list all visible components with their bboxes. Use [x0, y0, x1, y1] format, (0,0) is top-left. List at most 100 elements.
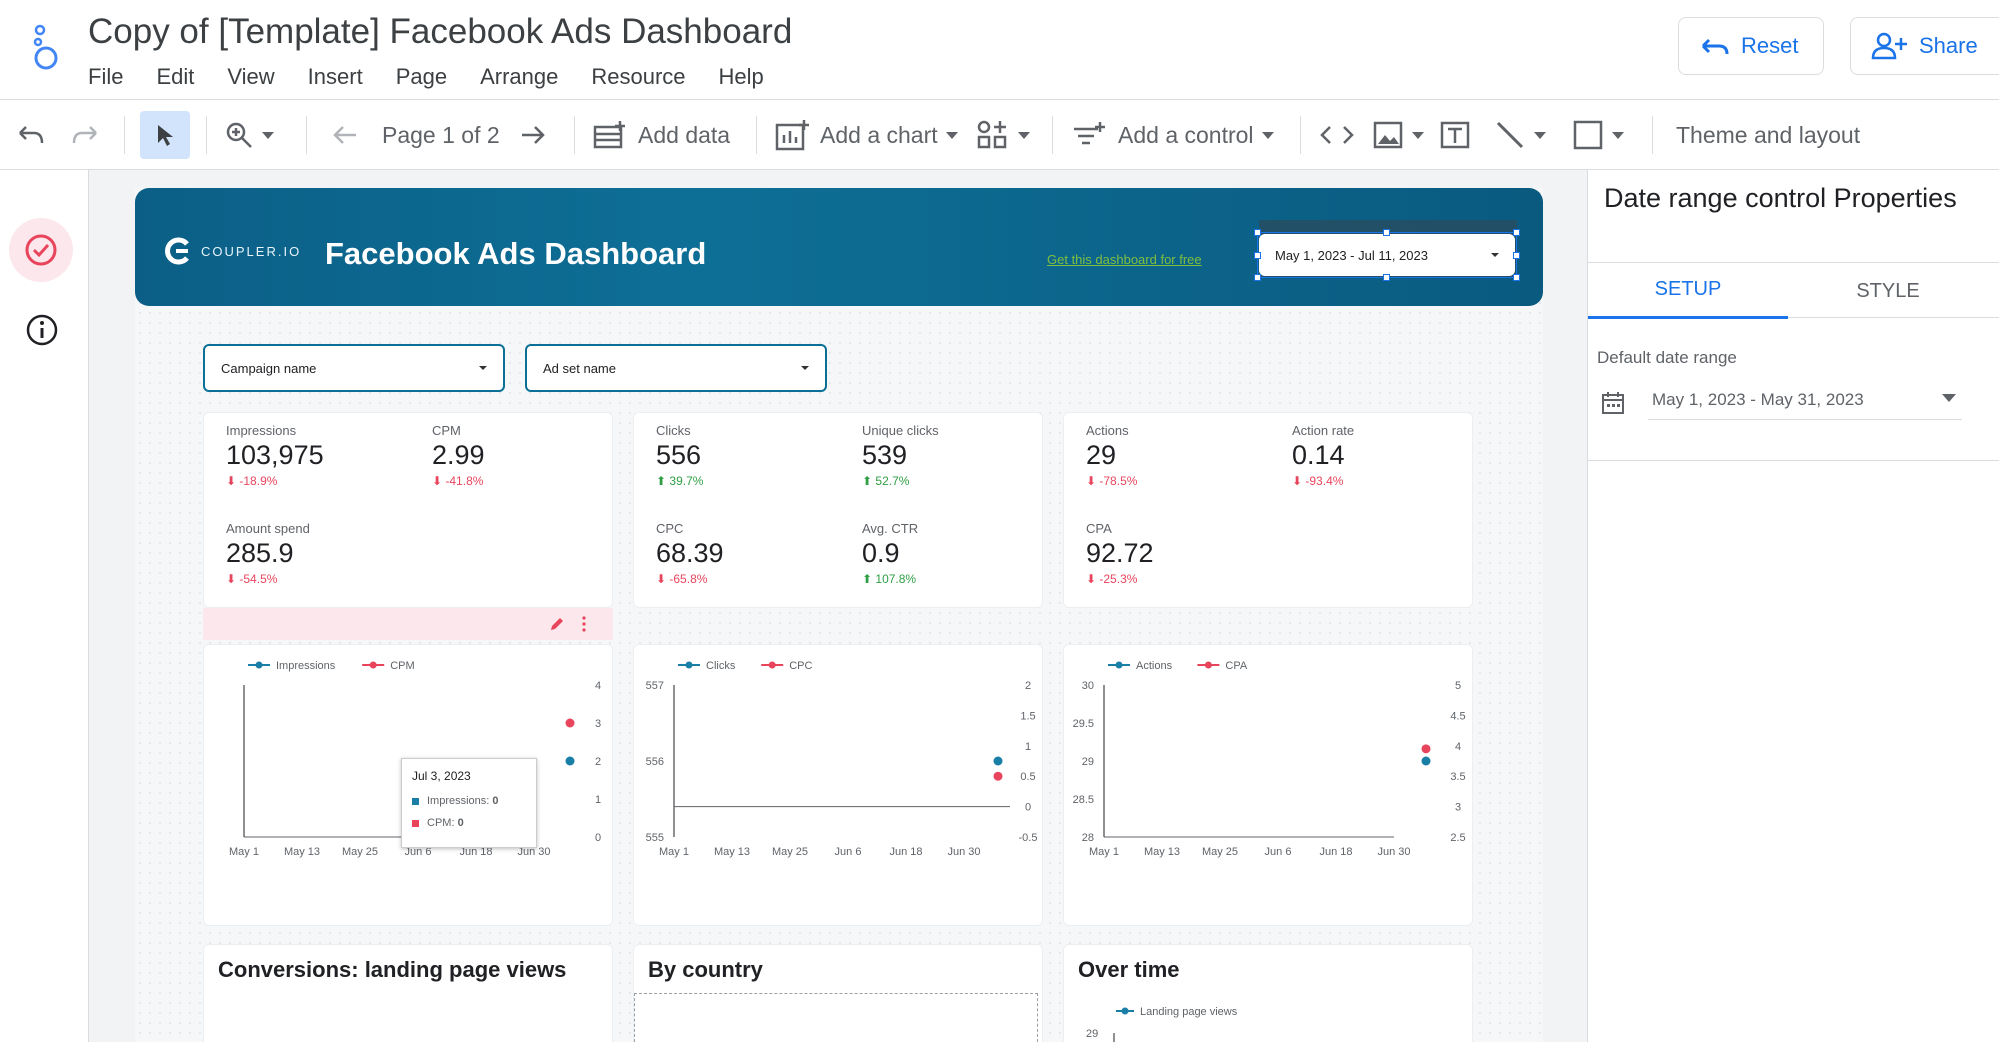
- resize-handle[interactable]: [1513, 229, 1520, 236]
- x-tick-label: May 13: [284, 846, 320, 858]
- x-tick-label: May 1: [1089, 846, 1119, 858]
- report-page[interactable]: COUPLER.IO Facebook Ads Dashboard Get th…: [135, 188, 1543, 1042]
- menu-page[interactable]: Page: [395, 64, 448, 89]
- previous-page-button[interactable]: [330, 100, 360, 170]
- kpi-card-actions[interactable]: Actions 29 ⬇ -78.5% Action rate 0.14 ⬇ -…: [1063, 412, 1473, 608]
- promo-link[interactable]: Get this dashboard for free: [1047, 252, 1202, 267]
- kpi-actions[interactable]: Actions 29 ⬇ -78.5%: [1086, 423, 1137, 488]
- tab-style[interactable]: STYLE: [1856, 279, 1920, 302]
- kpi-card-reach[interactable]: Impressions 103,975 ⬇ -18.9% CPM 2.99 ⬇ …: [203, 412, 613, 608]
- zoom-button[interactable]: [224, 100, 274, 170]
- chevron-down-icon: [801, 366, 809, 370]
- kpi-value: 29: [1086, 440, 1117, 470]
- resize-handle[interactable]: [1254, 252, 1261, 259]
- select-tool-button[interactable]: [140, 111, 190, 159]
- text-box-button[interactable]: [1438, 100, 1472, 170]
- pencil-icon[interactable]: [549, 616, 565, 632]
- chart-card-clicks-cpc[interactable]: Clicks CPC May 1 May 13 May 25 Jun 6 Jun 18 Jun…: [633, 644, 1043, 926]
- toolbar-divider: [306, 116, 307, 154]
- toolbar-divider: [1300, 116, 1301, 154]
- resize-handle[interactable]: [1383, 229, 1390, 236]
- line-button[interactable]: [1494, 100, 1546, 170]
- y-right-tick-label: 2.5: [1450, 832, 1465, 844]
- looker-studio-logo-icon[interactable]: [26, 24, 62, 72]
- menu-file[interactable]: File: [88, 64, 124, 89]
- kpi-unique-clicks[interactable]: Unique clicks 539 ⬆ 52.7%: [862, 423, 939, 488]
- chart-card-actions-cpa[interactable]: Actions CPA May 1 May 13 May 25 Jun 6 Jun 18 Ju…: [1063, 644, 1473, 926]
- theme-layout-button[interactable]: Theme and layout: [1676, 121, 1861, 148]
- community-viz-button[interactable]: [976, 100, 1030, 170]
- add-data-button[interactable]: Add data: [592, 100, 730, 170]
- chevron-down-icon[interactable]: [1942, 394, 1956, 402]
- panel-title: Date range control Properties: [1604, 183, 1957, 213]
- next-page-button[interactable]: [518, 100, 548, 170]
- tab-setup[interactable]: SETUP: [1588, 263, 1788, 319]
- by-country-card[interactable]: By country: [633, 944, 1043, 1042]
- menu-resource[interactable]: Resource: [591, 64, 686, 89]
- tooltip-label: Impressions:: [427, 795, 490, 807]
- x-tick-label: May 25: [342, 846, 378, 858]
- image-button[interactable]: [1372, 100, 1424, 170]
- kpi-cpm[interactable]: CPM 2.99 ⬇ -41.8%: [432, 423, 485, 488]
- campaign-name-filter[interactable]: Campaign name: [203, 344, 505, 392]
- kpi-cpc[interactable]: CPC 68.39 ⬇ -65.8%: [656, 521, 724, 586]
- kpi-card-clicks[interactable]: Clicks 556 ⬆ 39.7% Unique clicks 539 ⬆ 5…: [633, 412, 1043, 608]
- x-tick-label: Jun 18: [459, 846, 492, 858]
- kpi-label: Clicks: [656, 423, 691, 438]
- kpi-label: CPA: [1086, 521, 1112, 536]
- default-range-value: May 1, 2023 - May 31, 2023: [1652, 389, 1864, 409]
- rail-info-button[interactable]: [22, 310, 62, 350]
- menu-view[interactable]: View: [227, 64, 275, 89]
- embed-code-button[interactable]: [1318, 100, 1356, 170]
- default-date-range-select[interactable]: May 1, 2023 - May 31, 2023: [1648, 380, 1962, 420]
- over-time-chart[interactable]: Landing page views 29: [1064, 945, 1474, 1042]
- report-canvas[interactable]: COUPLER.IO Facebook Ads Dashboard Get th…: [89, 170, 1587, 1042]
- kpi-cpa[interactable]: CPA 92.72 ⬇ -25.3%: [1086, 521, 1154, 586]
- redo-button[interactable]: [70, 100, 100, 170]
- document-title[interactable]: Copy of [Template] Facebook Ads Dashboar…: [88, 12, 793, 51]
- impressions-cpm-chart[interactable]: Impressions CPM May 1 May 13 May 25 Jun 6 Jun …: [204, 645, 614, 927]
- kpi-amount-spend[interactable]: Amount spend 285.9 ⬇ -54.5%: [226, 521, 310, 586]
- kpi-delta: ⬇ -18.9%: [226, 474, 278, 488]
- kpi-impressions[interactable]: Impressions 103,975 ⬇ -18.9%: [226, 423, 324, 488]
- add-control-button[interactable]: Add a control: [1072, 100, 1274, 170]
- kpi-delta-value: -54.5%: [239, 572, 278, 586]
- actions-cpa-chart[interactable]: Actions CPA May 1 May 13 May 25 Jun 6 Jun 18 Ju…: [1064, 645, 1474, 927]
- top-header: Copy of [Template] Facebook Ads Dashboar…: [0, 0, 1999, 100]
- menu-edit[interactable]: Edit: [156, 64, 195, 89]
- adset-filter-label: Ad set name: [543, 360, 616, 376]
- resize-handle[interactable]: [1254, 274, 1261, 281]
- kpi-delta-value: 52.7%: [875, 474, 910, 488]
- y-left-tick-label: 556: [646, 756, 664, 768]
- add-chart-button[interactable]: Add a chart: [774, 100, 958, 170]
- resize-handle[interactable]: [1383, 274, 1390, 281]
- more-vert-icon[interactable]: [581, 616, 587, 632]
- page-indicator[interactable]: Page 1 of 2: [382, 121, 500, 148]
- kpi-delta: ⬇ -65.8%: [656, 572, 708, 586]
- resize-handle[interactable]: [1254, 229, 1261, 236]
- shape-button[interactable]: [1572, 100, 1624, 170]
- over-time-card[interactable]: Over time Landing page views 29: [1063, 944, 1473, 1042]
- dashboard-banner[interactable]: COUPLER.IO Facebook Ads Dashboard Get th…: [135, 188, 1543, 306]
- undo-button[interactable]: [16, 100, 46, 170]
- date-range-control[interactable]: May 1, 2023 - Jul 11, 2023: [1259, 234, 1515, 276]
- menu-arrange[interactable]: Arrange: [480, 64, 559, 89]
- menu-insert[interactable]: Insert: [307, 64, 363, 89]
- ad-set-name-filter[interactable]: Ad set name: [525, 344, 827, 392]
- y-tick-label: 29: [1086, 1028, 1098, 1040]
- resize-handle[interactable]: [1513, 274, 1520, 281]
- kpi-avg-ctr[interactable]: Avg. CTR 0.9 ⬆ 107.8%: [862, 521, 918, 586]
- rail-check-button[interactable]: [9, 218, 73, 282]
- legend-label: CPM: [390, 660, 414, 672]
- kpi-action-rate[interactable]: Action rate 0.14 ⬇ -93.4%: [1292, 423, 1354, 488]
- panel-tabs: SETUP STYLE: [1588, 262, 1999, 319]
- legend-label: Clicks: [706, 660, 736, 672]
- menu-help[interactable]: Help: [718, 64, 764, 89]
- kpi-clicks[interactable]: Clicks 556 ⬆ 39.7%: [656, 423, 703, 488]
- conversions-card[interactable]: Conversions: landing page views: [203, 944, 613, 1042]
- map-placeholder[interactable]: [634, 993, 1038, 1042]
- resize-handle[interactable]: [1513, 252, 1520, 259]
- reset-button[interactable]: Reset: [1678, 17, 1824, 75]
- share-button[interactable]: Share: [1850, 17, 1999, 75]
- clicks-cpc-chart[interactable]: Clicks CPC May 1 May 13 May 25 Jun 6 Jun 18 Jun…: [634, 645, 1044, 927]
